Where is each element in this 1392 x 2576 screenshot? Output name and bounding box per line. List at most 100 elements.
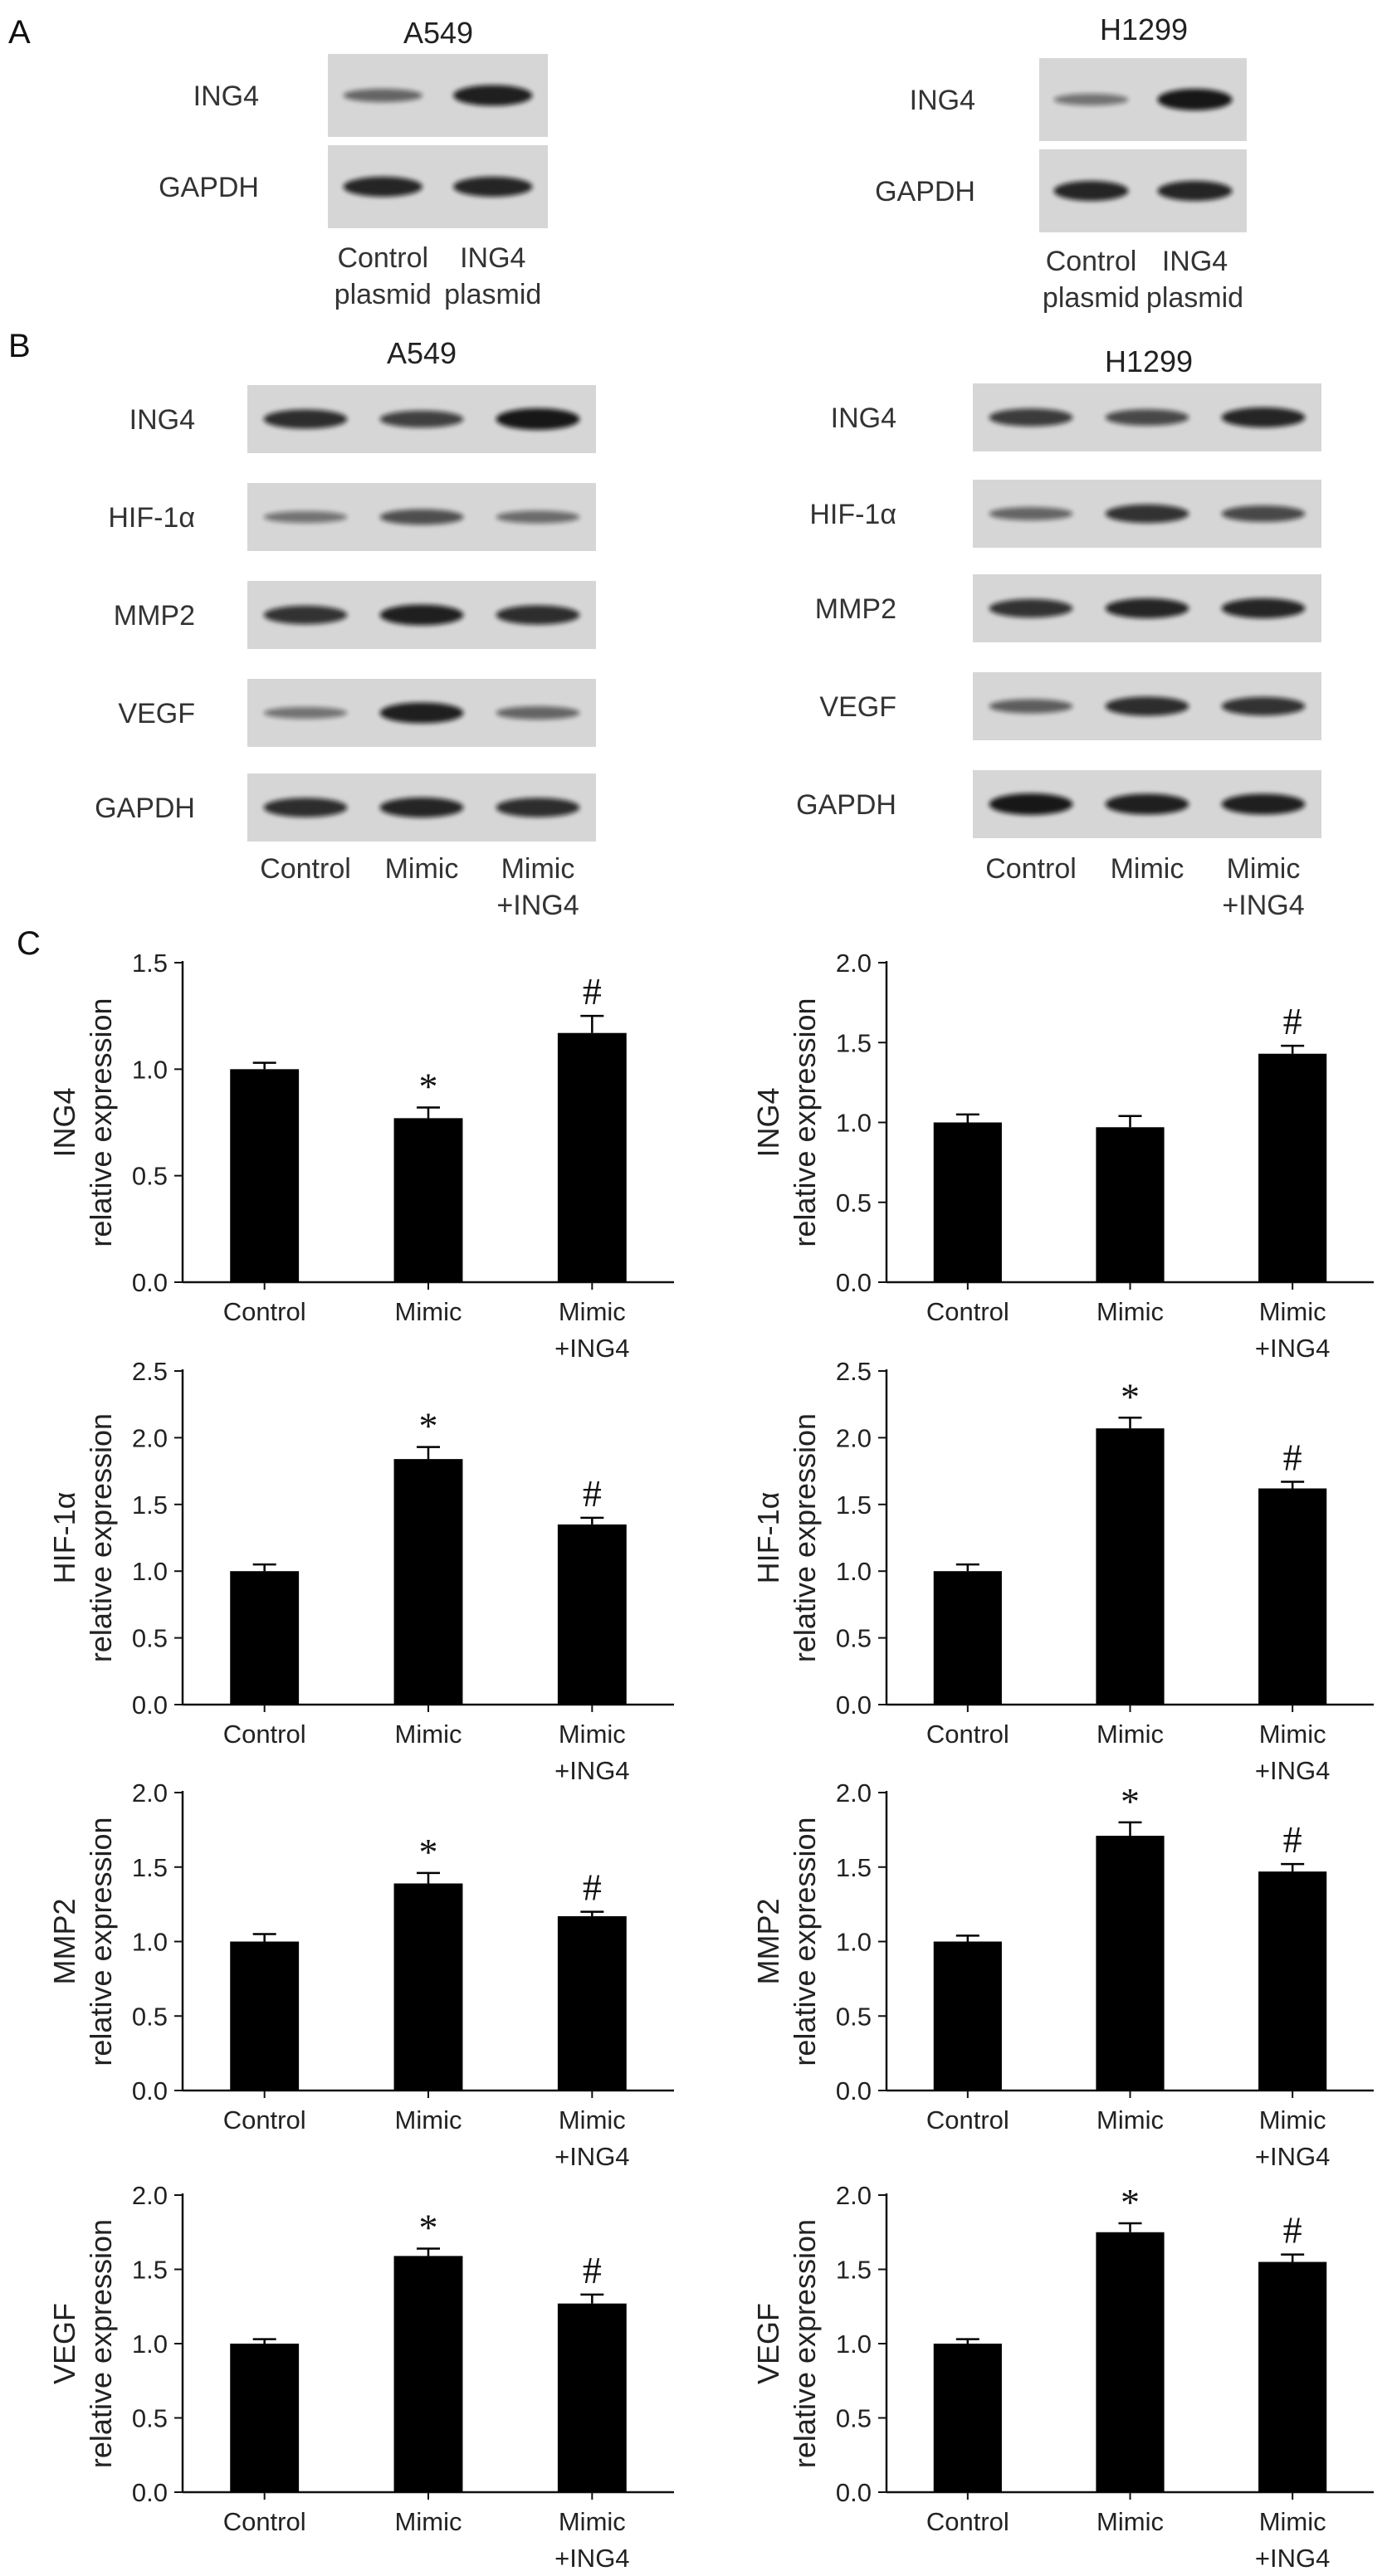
x-tick-label: Control [926,2105,1009,2134]
bar [230,2344,300,2492]
y-tick-label: 1.5 [836,2256,872,2285]
significance-hash: # [1283,1436,1302,1478]
blot-band [989,793,1073,815]
bar [557,1032,627,1282]
blot-band [496,798,580,817]
y-tick-label: 2.5 [132,1357,168,1386]
blot-band [379,604,464,626]
y-tick-label: 1.0 [132,1928,168,1957]
y-tick-label: 0.5 [836,2002,872,2031]
y-tick-label: 1.0 [132,1055,168,1084]
blot-lane-label: Control [337,242,428,274]
blot-lane-label: Mimic [501,853,575,885]
y-tick-label: 0.0 [836,2478,872,2507]
blot-band [379,410,464,428]
x-tick-label: Mimic [1097,2105,1164,2134]
y-tick-label: 1.0 [836,1109,872,1138]
blot-row: ING4 [910,58,1247,141]
blot-band [496,705,580,720]
blot-band [1105,504,1189,524]
x-tick-label: Mimic [395,2105,462,2134]
bar [1258,1053,1327,1282]
significance-star: * [419,1405,438,1447]
blot-row-label: VEGF [819,691,896,723]
blot-lane-label: Mimic [1227,853,1301,885]
x-tick-label: Mimic [1259,1720,1326,1749]
y-tick-label: 2.0 [132,1778,168,1808]
y-axis-label: MMP2 [47,1898,81,1984]
y-tick-label: 1.0 [836,1928,872,1957]
y-tick-label: 2.0 [836,1423,872,1452]
x-tick-label: Control [926,1297,1009,1326]
y-tick-label: 0.0 [132,1268,168,1297]
x-tick-label: +ING4 [1255,2142,1330,2171]
significance-star: * [419,2206,438,2248]
blot-row: GAPDH [159,145,548,228]
y-axis-label: relative expression [84,1413,118,1662]
x-tick-label: Mimic [1259,1297,1326,1326]
blot-lane-label: plasmid [1043,282,1140,314]
blot-band [343,88,422,103]
blot-band [263,409,348,429]
x-tick-label: Mimic [559,1297,626,1326]
y-tick-label: 1.5 [132,2256,168,2285]
bar [933,1941,1002,2091]
blot-lane-label: Mimic [385,853,459,885]
blot-lane-label: ING4 [1162,246,1228,277]
blot-blots_b.0: A549 ING4 HIF-1α MMP2 VEGF GAPDH Control Mimic M… [95,336,596,921]
y-tick-label: 0.0 [132,1690,168,1720]
y-tick-label: 1.0 [836,2330,872,2359]
y-tick-label: 2.0 [132,1423,168,1452]
y-tick-label: 1.5 [836,1853,872,1882]
y-tick-label: 0.5 [132,1162,168,1191]
bar-chart: 0.0 0.5 1.0 1.5 2.0 2.5 Control * Mimic # Mimic +IN… [47,1357,674,1785]
y-tick-label: 0.5 [132,1624,168,1653]
y-tick-label: 1.5 [132,1853,168,1882]
x-tick-label: Control [926,1720,1009,1749]
bar [393,1883,463,2091]
significance-star: * [1121,1780,1140,1822]
y-tick-label: 0.5 [836,1188,872,1217]
blot-blots_a.1: H1299 ING4 GAPDH Control plasmid ING4 plasmid [875,12,1247,314]
significance-star: * [1121,2181,1140,2223]
bar [230,1571,300,1705]
blot-band [379,702,464,724]
bar [557,2303,627,2492]
blot-band [343,176,422,198]
blot-band [496,605,580,625]
y-tick-label: 2.0 [132,2181,168,2210]
blot-row-label: GAPDH [875,176,975,207]
panel-label-c: C [17,925,41,962]
x-tick-label: Control [223,2105,306,2134]
panel-label-a: A [8,14,31,51]
blot-band [263,798,348,817]
bar [557,1524,627,1705]
blot-lane-label: plasmid [1146,282,1243,314]
bar [230,1941,300,2091]
blot-band [496,510,580,524]
y-tick-label: 2.0 [836,1778,872,1808]
y-axis-label: relative expression [788,2219,822,2468]
x-tick-label: +ING4 [1255,1334,1330,1363]
x-tick-label: Control [223,1720,306,1749]
bar [230,1069,300,1282]
blot-row-label: ING4 [831,402,896,434]
significance-star: * [1121,1375,1140,1417]
significance-star: * [419,1066,438,1108]
panel-label-b: B [8,328,31,364]
blot-row-label: HIF-1α [809,499,896,530]
blot-band [379,797,464,818]
blot-band [379,509,464,525]
bar-chart: 0.0 0.5 1.0 1.5 2.0 Control * Mimic # Mimic +ING4 V… [47,2181,674,2573]
y-tick-label: 1.0 [132,1557,168,1586]
y-tick-label: 1.5 [836,1490,872,1520]
y-tick-label: 1.5 [132,1490,168,1520]
blot-band [1105,696,1189,716]
bar [933,1571,1002,1705]
x-tick-label: Control [223,1297,306,1326]
y-axis-label: VEGF [751,2303,785,2384]
blot-band [263,605,348,625]
x-tick-label: +ING4 [1255,2544,1330,2573]
blot-band [989,699,1073,714]
